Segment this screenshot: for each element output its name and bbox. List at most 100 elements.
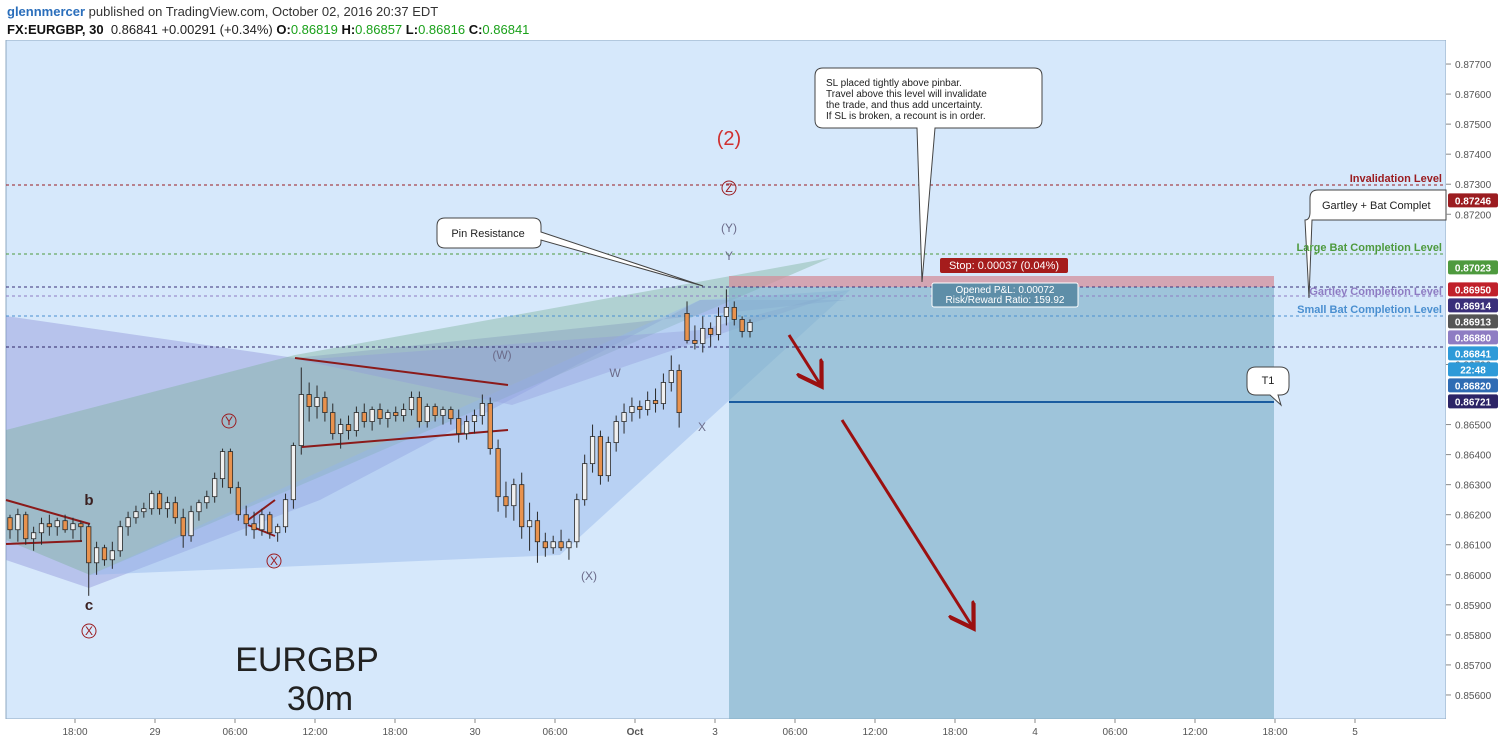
candle[interactable] [235, 487, 241, 516]
t1-callout[interactable]: T1 [1246, 366, 1290, 407]
candle[interactable] [322, 397, 328, 413]
candle[interactable] [282, 499, 289, 528]
candle[interactable] [306, 394, 312, 407]
candle[interactable] [212, 478, 218, 498]
candle[interactable] [361, 412, 367, 422]
symbol-label[interactable]: FX:EURGBP, 30 [7, 22, 104, 37]
candle[interactable] [684, 313, 690, 341]
candle[interactable] [700, 328, 706, 344]
candle[interactable] [109, 550, 115, 561]
candle[interactable] [526, 520, 533, 528]
time-axis[interactable] [0, 719, 1504, 746]
stop-loss-zone[interactable] [729, 276, 1274, 287]
candle[interactable] [731, 306, 737, 320]
candle[interactable] [314, 397, 320, 407]
candle[interactable] [637, 406, 643, 410]
candle[interactable] [133, 511, 139, 519]
candle[interactable] [652, 400, 659, 404]
candle[interactable] [566, 541, 572, 549]
candle[interactable] [550, 541, 556, 549]
candle[interactable] [188, 511, 194, 537]
candle[interactable] [385, 412, 391, 419]
drop-arrow-2[interactable] [840, 419, 972, 626]
pin-resistance-callout[interactable]: Pin Resistance [436, 217, 704, 287]
candle[interactable] [298, 394, 304, 446]
candle[interactable] [251, 523, 257, 531]
candle[interactable] [219, 451, 226, 480]
candle[interactable] [456, 418, 462, 434]
candle[interactable] [534, 520, 541, 543]
candle[interactable] [723, 306, 729, 317]
candle[interactable] [54, 520, 60, 528]
candle[interactable] [629, 406, 635, 413]
candle[interactable] [78, 523, 84, 528]
pnl-badge[interactable] [931, 282, 1079, 308]
candle[interactable] [408, 397, 415, 410]
candle[interactable] [330, 412, 336, 434]
candles[interactable] [7, 289, 753, 596]
candle[interactable] [597, 436, 604, 477]
candle[interactable] [739, 319, 745, 332]
candle[interactable] [38, 523, 45, 534]
candle[interactable] [676, 370, 682, 413]
candle[interactable] [613, 421, 619, 443]
candle[interactable] [393, 412, 399, 416]
candle[interactable] [715, 316, 722, 335]
candle[interactable] [463, 421, 470, 434]
candle[interactable] [70, 523, 76, 531]
candle[interactable] [141, 508, 147, 513]
candle[interactable] [353, 412, 359, 431]
candle[interactable] [345, 424, 352, 431]
candle[interactable] [503, 496, 509, 507]
candle[interactable] [692, 340, 698, 344]
sl-note-callout[interactable]: SL placed tightly above pinbar. Travel a… [814, 67, 1043, 283]
candle[interactable] [589, 436, 596, 465]
candle[interactable] [180, 517, 186, 537]
candle[interactable] [259, 514, 265, 531]
candle[interactable] [267, 514, 273, 534]
candle[interactable] [448, 409, 454, 419]
candle[interactable] [15, 514, 21, 531]
candle[interactable] [290, 445, 297, 501]
candle[interactable] [46, 523, 52, 528]
drop-arrow-1[interactable] [787, 334, 820, 384]
candle[interactable] [172, 502, 178, 519]
candle[interactable] [204, 496, 210, 504]
candle[interactable] [471, 415, 478, 422]
candle[interactable] [582, 463, 588, 501]
candle[interactable] [149, 493, 155, 510]
candle[interactable] [495, 448, 501, 498]
candle[interactable] [519, 484, 525, 528]
candle[interactable] [621, 412, 627, 422]
candle[interactable] [605, 442, 611, 477]
candle[interactable] [23, 514, 29, 540]
author-link[interactable]: glennmercer [7, 4, 86, 19]
candle[interactable] [62, 520, 68, 531]
candle[interactable] [125, 517, 131, 528]
candle[interactable] [424, 406, 430, 422]
candle[interactable] [227, 451, 234, 489]
price-chart[interactable]: (2) Z (Y) Y (W) W X Y X (X) X b c EURGBP… [0, 40, 1504, 746]
candle[interactable] [164, 502, 171, 510]
candle[interactable] [93, 547, 100, 564]
candle[interactable] [275, 526, 281, 534]
candle[interactable] [511, 484, 517, 507]
candle[interactable] [86, 526, 92, 564]
gartley-bat-callout[interactable]: Gartley + Bat Complet [1304, 189, 1447, 299]
candle[interactable] [487, 403, 493, 450]
candle[interactable] [440, 409, 446, 416]
candle[interactable] [101, 547, 108, 561]
candle[interactable] [558, 541, 564, 549]
candle[interactable] [708, 328, 714, 335]
candle[interactable] [747, 322, 753, 332]
take-profit-zone[interactable] [729, 287, 1274, 719]
candle[interactable] [645, 400, 651, 410]
candle[interactable] [243, 514, 249, 525]
stop-badge[interactable] [940, 258, 1068, 273]
candle[interactable] [156, 493, 163, 510]
candle[interactable] [7, 517, 13, 531]
candle[interactable] [416, 397, 422, 422]
candle[interactable] [432, 406, 438, 416]
candle[interactable] [117, 526, 123, 552]
candle[interactable] [574, 499, 580, 543]
